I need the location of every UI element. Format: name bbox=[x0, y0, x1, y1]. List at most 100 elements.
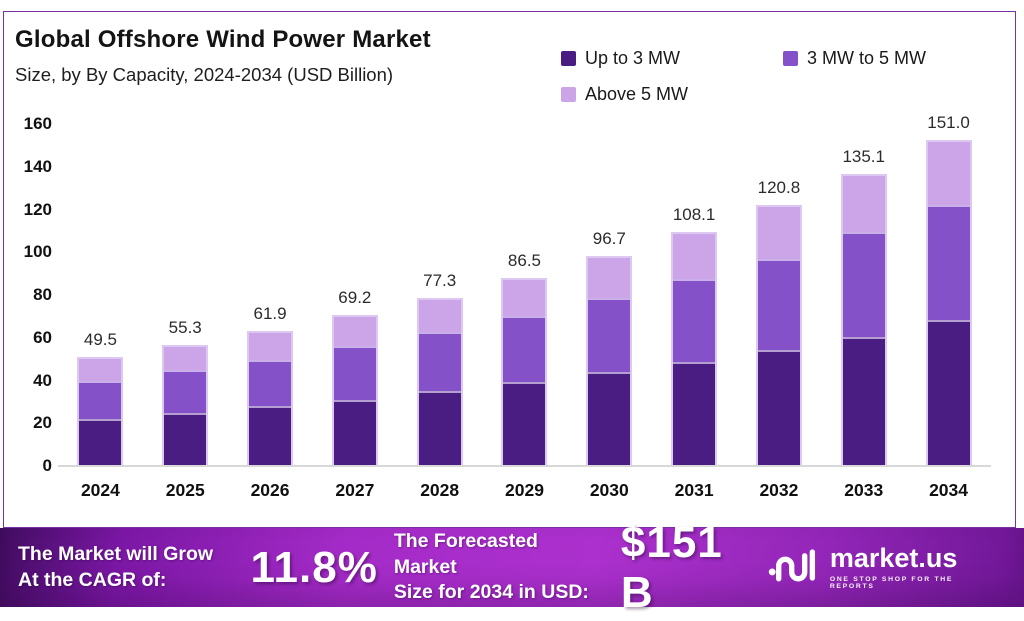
y-tick-label: 140 bbox=[23, 156, 52, 176]
bar-segment bbox=[927, 319, 970, 465]
bar-column-2029: 86.5 bbox=[482, 251, 567, 465]
bar-segment bbox=[842, 176, 885, 233]
bar-segment bbox=[503, 381, 546, 465]
bar-total-label: 120.8 bbox=[757, 177, 801, 197]
x-tick-label: 2024 bbox=[80, 480, 120, 500]
stacked-bar-2024 bbox=[77, 357, 124, 465]
bar-segment bbox=[757, 350, 800, 465]
x-axis: 2024 2025 2026 2027 2028 2029 2030 2031 2032 2033… bbox=[58, 480, 991, 501]
bar-segment bbox=[503, 280, 546, 317]
forecast-label-line1: The Forecasted Market bbox=[393, 529, 538, 578]
stacked-bar-2025 bbox=[162, 344, 209, 465]
bar-segment bbox=[79, 419, 122, 465]
y-tick-label: 100 bbox=[23, 242, 52, 262]
bar-segment bbox=[673, 361, 716, 465]
stacked-bar-2030 bbox=[586, 256, 633, 465]
bar-column-2028: 77.3 bbox=[397, 271, 482, 465]
chart-card: Global Offshore Wind Power Market Size, … bbox=[3, 11, 1016, 528]
chart-area: 160 140 120 100 80 60 40 20 0 49.5 55.3 61.9 69.2 77… bbox=[12, 113, 991, 475]
forecast-label-line2: Size for 2034 in USD: bbox=[393, 581, 589, 604]
bar-segment bbox=[757, 206, 800, 259]
bar-total-label: 108.1 bbox=[672, 204, 716, 224]
page-subtitle: Size, by By Capacity, 2024-2034 (USD Bil… bbox=[15, 64, 394, 85]
legend-label: Up to 3 MW bbox=[585, 48, 681, 68]
y-tick-label: 40 bbox=[33, 370, 52, 390]
page-title: Global Offshore Wind Power Market bbox=[15, 26, 431, 53]
bar-segment bbox=[418, 390, 461, 465]
bar-segment bbox=[249, 360, 292, 407]
chart-header: Global Offshore Wind Power Market Size, … bbox=[15, 26, 431, 86]
bar-total-label: 135.1 bbox=[842, 147, 885, 167]
bar-segment bbox=[333, 346, 376, 400]
forecast-value: $151 B bbox=[620, 517, 723, 617]
legend-swatch-icon bbox=[561, 87, 576, 102]
bar-segment bbox=[79, 359, 122, 381]
bar-column-2033: 135.1 bbox=[821, 147, 906, 465]
bar-segment bbox=[842, 232, 885, 337]
y-axis: 160 140 120 100 80 60 40 20 0 bbox=[12, 114, 58, 475]
bar-total-label: 49.5 bbox=[83, 330, 117, 350]
bar-segment bbox=[333, 399, 376, 465]
stacked-bar-2034 bbox=[925, 140, 972, 465]
bar-segment bbox=[673, 233, 716, 280]
bar-total-label: 69.2 bbox=[338, 288, 372, 308]
bar-segment bbox=[164, 370, 207, 413]
brand-name: market.us bbox=[829, 543, 958, 573]
plot-area: 49.5 55.3 61.9 69.2 77.3 86.5 96.7 108.1 120.8 13… bbox=[58, 113, 991, 467]
x-tick-label: 2031 bbox=[674, 480, 714, 500]
cagr-label-line2: At the CAGR of: bbox=[18, 568, 167, 591]
y-tick-label: 80 bbox=[33, 285, 52, 304]
bar-total-label: 61.9 bbox=[253, 303, 287, 323]
x-tick-label: 2033 bbox=[844, 480, 884, 500]
y-tick-label: 20 bbox=[33, 413, 52, 433]
bar-segment bbox=[927, 142, 970, 205]
bar-segment bbox=[588, 298, 631, 372]
y-tick-label: 60 bbox=[33, 327, 52, 347]
stacked-bar-2027 bbox=[331, 315, 378, 465]
y-tick-label: 120 bbox=[23, 199, 52, 219]
bar-column-2030: 96.7 bbox=[567, 229, 652, 465]
x-tick-label: 2030 bbox=[589, 480, 629, 500]
stacked-bar-2029 bbox=[501, 278, 548, 465]
y-tick-label: 160 bbox=[23, 114, 52, 133]
brand-text: market.us One Stop Shop For The Reports bbox=[829, 543, 1000, 591]
bar-total-label: 96.7 bbox=[592, 229, 626, 249]
x-tick-label: 2032 bbox=[759, 480, 799, 500]
footer-banner: The Market will Grow At the CAGR of: 11.… bbox=[0, 518, 1024, 617]
bar-total-label: 55.3 bbox=[168, 317, 202, 337]
bars-row: 49.5 55.3 61.9 69.2 77.3 86.5 96.7 108.1 120.8 13… bbox=[58, 113, 991, 465]
x-tick-label: 2028 bbox=[420, 480, 460, 500]
stacked-bar-2031 bbox=[671, 231, 718, 465]
bar-column-2034: 151.0 bbox=[906, 113, 991, 465]
bar-segment bbox=[249, 406, 292, 465]
bar-segment bbox=[333, 317, 376, 347]
x-tick-label: 2027 bbox=[335, 480, 375, 500]
x-tick-label: 2034 bbox=[929, 480, 968, 500]
bar-total-label: 86.5 bbox=[507, 251, 542, 271]
legend-swatch-icon bbox=[783, 51, 798, 66]
bar-segment bbox=[842, 336, 885, 465]
bar-column-2025: 55.3 bbox=[143, 318, 228, 465]
marketus-logo-icon bbox=[768, 545, 820, 590]
bar-segment bbox=[503, 316, 546, 382]
legend-swatch-icon bbox=[561, 51, 576, 66]
bar-column-2032: 120.8 bbox=[737, 178, 822, 465]
bar-segment bbox=[164, 346, 207, 371]
stacked-bar-2028 bbox=[416, 297, 463, 465]
legend-item: Above 5 MW bbox=[561, 84, 783, 105]
cagr-label: The Market will Grow At the CAGR of: bbox=[18, 542, 251, 593]
legend-item: 3 MW to 5 MW bbox=[783, 48, 926, 69]
cagr-value: 11.8% bbox=[250, 542, 378, 592]
bar-column-2027: 69.2 bbox=[312, 288, 397, 465]
forecast-label: The Forecasted Market Size for 2034 in U… bbox=[394, 529, 605, 606]
bar-segment bbox=[588, 371, 631, 465]
bar-segment bbox=[673, 279, 716, 362]
bar-column-2031: 108.1 bbox=[652, 205, 737, 465]
y-tick-label: 0 bbox=[42, 456, 52, 475]
bar-segment bbox=[418, 331, 461, 391]
bar-total-label: 151.0 bbox=[927, 113, 970, 133]
legend-label: 3 MW to 5 MW bbox=[807, 48, 927, 68]
legend: Up to 3 MW 3 MW to 5 MW Above 5 MW bbox=[561, 48, 926, 105]
brand-tagline: One Stop Shop For The Reports bbox=[829, 576, 954, 590]
bar-segment bbox=[79, 380, 122, 420]
